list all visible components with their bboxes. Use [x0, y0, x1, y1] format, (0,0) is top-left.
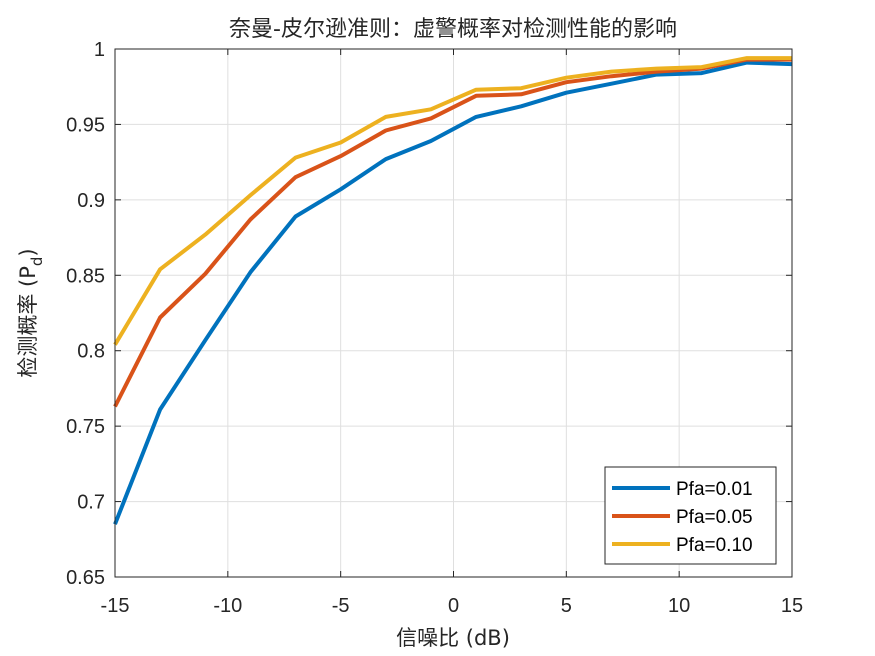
legend-items: Pfa=0.01 Pfa=0.05 Pfa=0.10: [612, 479, 753, 556]
axis-ticks: -15 -10 -5 0 5 10 15 0.65 0.7 0.75 0.8 0.85 0.9 0.95 1: [66, 39, 803, 617]
legend-label-1: Pfa=0.01: [676, 479, 753, 500]
x-tick-label: -15: [101, 595, 130, 617]
chart-title: 奈曼-皮尔逊准则：虚警概率对检测性能的影响: [229, 17, 677, 42]
x-tick-label: 15: [781, 595, 803, 617]
y-tick-label: 0.8: [77, 341, 105, 363]
series-line-1: [113, 60, 793, 525]
y-axis-label-subscript: d: [28, 257, 46, 267]
y-tick-label: 0.7: [77, 492, 105, 514]
x-tick-label: -10: [213, 595, 242, 617]
y-axis-label: 检测概率 (Pd): [16, 248, 46, 377]
y-tick-label: 0.95: [66, 114, 105, 136]
legend-label-2: Pfa=0.05: [676, 507, 753, 528]
series-lines: [113, 56, 793, 525]
x-tick-label: -5: [332, 595, 350, 617]
x-axis-label: 信噪比 (dB): [396, 626, 510, 650]
legend: Pfa=0.01 Pfa=0.05 Pfa=0.10: [604, 466, 777, 565]
y-tick-label: 0.9: [77, 190, 105, 212]
y-tick-label: 0.75: [66, 416, 105, 438]
series-line-3: [113, 56, 792, 346]
y-tick-label: 0.85: [66, 265, 105, 287]
y-tick-label: 0.65: [66, 567, 105, 589]
legend-label-3: Pfa=0.10: [676, 535, 753, 556]
x-tick-label: 10: [668, 595, 690, 617]
series-line-2: [113, 57, 792, 408]
x-tick-label: 0: [448, 595, 459, 617]
x-tick-label: 5: [561, 595, 572, 617]
y-axis-label-main: 检测概率 (P: [16, 266, 40, 378]
y-axis-label-close: ): [16, 248, 40, 256]
y-tick-label: 1: [94, 39, 105, 61]
